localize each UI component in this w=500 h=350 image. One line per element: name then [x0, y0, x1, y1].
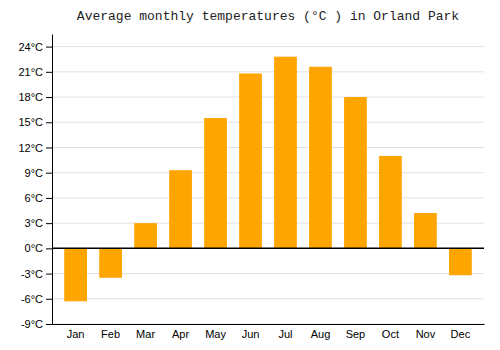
y-tick: 9°C	[25, 167, 52, 179]
y-tick-label: 15°C	[18, 116, 43, 128]
title: Average monthly temperatures (°C ) in Or…	[77, 9, 459, 24]
x-tick-label: Dec	[451, 328, 471, 340]
x-tick: Apr	[172, 328, 189, 340]
x-tick: Nov	[416, 328, 436, 340]
chart: Jan Feb Mar Apr May Jun Jul Aug Sep Oct Nov Dec -9°C…	[0, 0, 500, 350]
y-tick-label: 0°C	[25, 242, 44, 254]
y-tick: 12°C	[18, 141, 52, 153]
bar	[169, 170, 192, 248]
bar	[274, 57, 297, 249]
y-tick-label: 6°C	[25, 192, 44, 204]
grid-line	[52, 122, 484, 123]
bar	[414, 213, 437, 248]
y-tick-mark	[46, 47, 52, 48]
y-tick: 18°C	[18, 91, 52, 103]
y-tick: -3°C	[21, 268, 52, 280]
x-axis: Jan Feb Mar Apr May Jun Jul Aug Sep Oct Nov Dec	[53, 325, 485, 340]
x-tick-label: Jul	[278, 328, 292, 340]
bars	[52, 57, 484, 302]
bar	[99, 248, 122, 277]
y-tick-mark	[46, 173, 52, 174]
plot-area: Jan Feb Mar Apr May Jun Jul Aug Sep Oct Nov Dec -9°C…	[18, 35, 484, 340]
y-tick: 3°C	[25, 217, 52, 229]
y-axis-line	[52, 35, 53, 325]
zero-line	[52, 248, 484, 250]
y-axis: -9°C -6°C -3°C 0°C 3°C 6°C 9°C 12°C 15°C 18°C 21°C…	[18, 35, 52, 331]
x-tick-label: Mar	[136, 328, 155, 340]
y-tick: 15°C	[18, 116, 52, 128]
x-tick-label: Jun	[242, 328, 260, 340]
x-tick-label: Feb	[101, 328, 120, 340]
x-tick: Sep	[346, 328, 366, 340]
x-axis-line	[53, 324, 485, 325]
bar	[449, 248, 472, 275]
x-tick-label: Aug	[311, 328, 331, 340]
grid-line	[52, 298, 484, 299]
y-tick-mark	[46, 248, 52, 249]
y-tick-mark	[46, 122, 52, 123]
y-tick-label: 3°C	[25, 217, 44, 229]
grid-line	[52, 46, 484, 47]
y-tick-mark	[46, 147, 52, 148]
x-tick: Feb	[101, 328, 120, 340]
y-tick-label: 24°C	[18, 41, 43, 53]
x-tick: Jan	[67, 328, 85, 340]
grid-line	[52, 197, 484, 198]
bar	[344, 97, 367, 248]
grid-line	[52, 147, 484, 148]
x-tick: Jul	[278, 328, 292, 340]
bar	[309, 67, 332, 249]
y-tick-label: 21°C	[18, 66, 43, 78]
grid	[52, 47, 484, 324]
y-tick-mark	[46, 72, 52, 73]
y-tick-mark	[46, 198, 52, 199]
x-tick-label: Jan	[67, 328, 85, 340]
x-tick-label: May	[205, 328, 226, 340]
y-tick-mark	[46, 223, 52, 224]
x-tick-label: Oct	[382, 328, 399, 340]
y-tick-mark	[46, 97, 52, 98]
x-tick-label: Apr	[172, 328, 189, 340]
x-tick: Jun	[242, 328, 260, 340]
bar	[64, 248, 87, 301]
x-tick: Mar	[136, 328, 155, 340]
y-tick: 6°C	[25, 192, 52, 204]
x-tick-label: Nov	[416, 328, 436, 340]
grid-line	[52, 324, 484, 325]
bar	[239, 74, 262, 249]
y-tick-mark	[46, 299, 52, 300]
x-tick-label: Sep	[346, 328, 366, 340]
grid-line	[52, 97, 484, 98]
y-tick-label: -9°C	[21, 318, 43, 330]
y-tick: -9°C	[21, 318, 52, 330]
y-tick: 21°C	[18, 66, 52, 78]
y-tick: 0°C	[25, 242, 52, 254]
bar	[204, 118, 227, 248]
y-tick-mark	[46, 324, 52, 325]
y-tick-mark	[46, 274, 52, 275]
x-tick: Dec	[451, 328, 471, 340]
x-tick: Oct	[382, 328, 399, 340]
x-tick: Aug	[311, 328, 331, 340]
y-tick-label: -6°C	[21, 293, 43, 305]
bar	[134, 223, 157, 248]
y-tick-label: 9°C	[25, 167, 44, 179]
y-tick: -6°C	[21, 293, 52, 305]
y-tick: 24°C	[18, 41, 52, 53]
grid-line	[52, 71, 484, 72]
y-tick-label: -3°C	[21, 268, 43, 280]
grid-line	[52, 248, 484, 249]
y-tick-label: 12°C	[18, 141, 43, 153]
x-tick: May	[205, 328, 226, 340]
y-tick-label: 18°C	[18, 91, 43, 103]
grid-line	[52, 172, 484, 173]
bar	[379, 156, 402, 248]
